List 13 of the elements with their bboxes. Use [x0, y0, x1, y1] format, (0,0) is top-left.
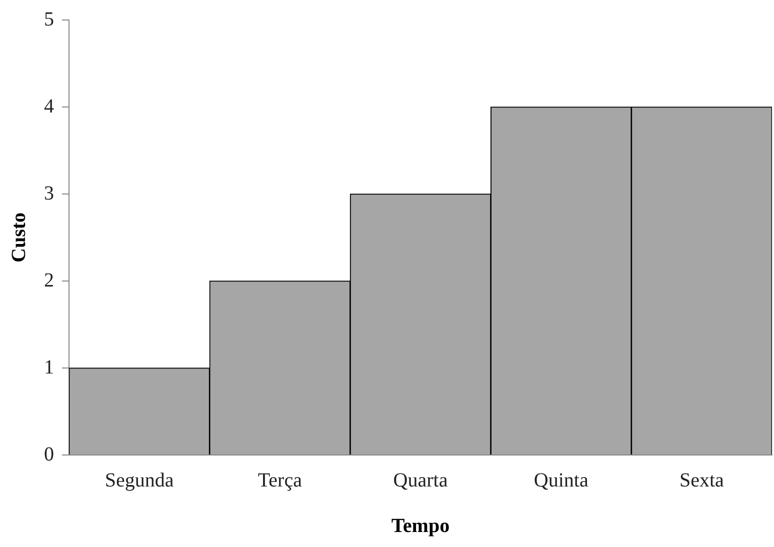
y-tick-label: 2 — [44, 269, 54, 292]
x-tick-label: Terça — [258, 469, 302, 492]
y-tick-label: 3 — [44, 182, 54, 204]
y-tick-label: 4 — [44, 95, 54, 118]
y-tick-label: 5 — [44, 8, 54, 30]
x-tick-label: Quarta — [393, 469, 448, 492]
x-axis-title: Tempo — [391, 515, 450, 538]
y-tick-label: 1 — [44, 356, 54, 378]
x-tick-label: Sexta — [679, 469, 724, 492]
y-tick-label: 0 — [44, 443, 54, 466]
y-axis-title: Custo — [8, 212, 30, 263]
x-tick-label: Quinta — [534, 469, 588, 492]
x-tick-label: Segunda — [104, 469, 174, 492]
